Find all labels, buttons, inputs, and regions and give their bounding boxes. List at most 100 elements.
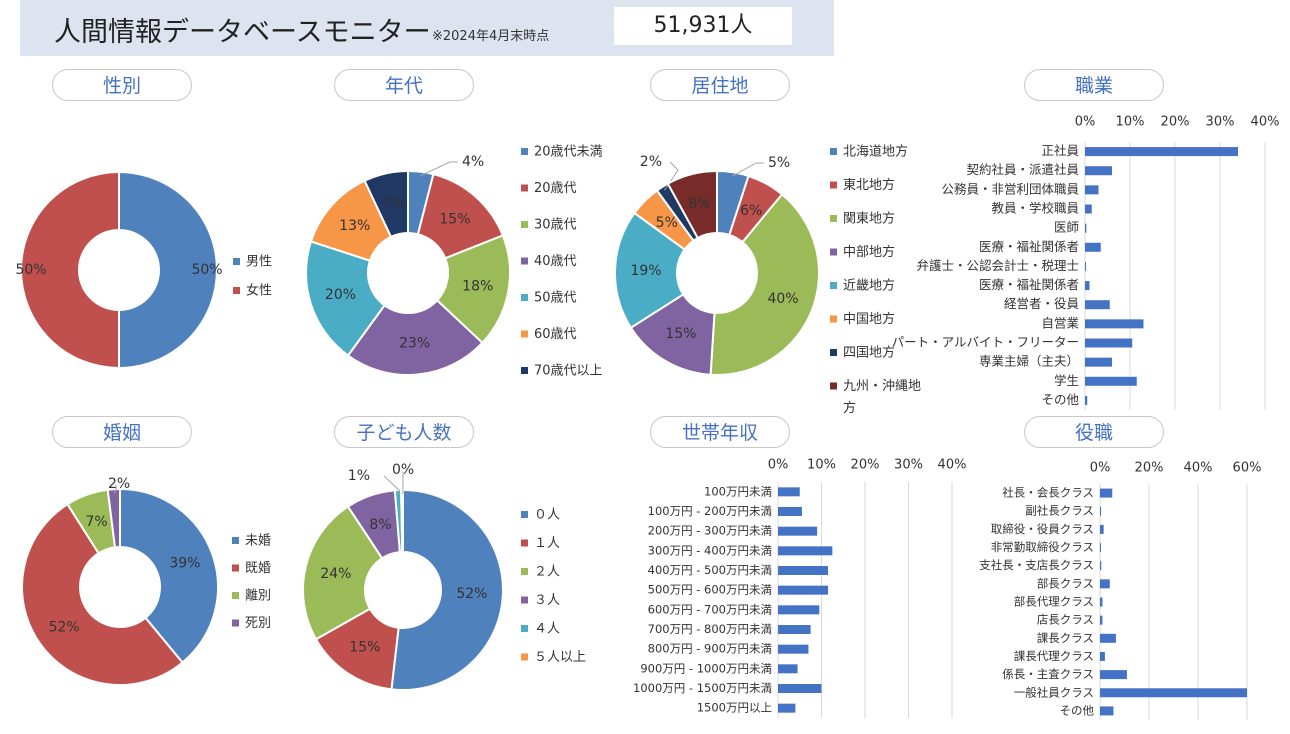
- bar: [1085, 338, 1133, 348]
- legend-swatch: [521, 367, 528, 374]
- tick-label: 30%: [1206, 115, 1235, 130]
- bar: [1085, 261, 1086, 271]
- tick-label: 60%: [1233, 461, 1262, 476]
- slice-label: 52%: [456, 586, 487, 602]
- legend-swatch: [830, 181, 837, 189]
- legend-label: 離別: [245, 589, 271, 604]
- slice-label: 52%: [49, 620, 80, 636]
- bar: [1085, 223, 1087, 233]
- title-income: 世帯年収: [650, 416, 790, 448]
- pie-slice: [363, 169, 409, 239]
- tick-label: 0%: [1090, 461, 1111, 476]
- slice-label: 15%: [349, 639, 380, 655]
- title-gender: 性別: [52, 69, 192, 101]
- bar: [1100, 488, 1113, 498]
- leader-line: [420, 161, 458, 177]
- legend-swatch: [830, 215, 837, 222]
- bar: [1085, 319, 1144, 329]
- bar: [1085, 281, 1090, 291]
- legend-swatch: [830, 248, 837, 256]
- tick-label: 40%: [938, 458, 967, 473]
- category-label: 支社長・支店長クラス: [979, 558, 1094, 572]
- slice-label: 19%: [630, 263, 661, 279]
- pie-slice: [390, 488, 504, 691]
- tick-label: 20%: [1135, 461, 1164, 476]
- slice-label: 4%: [462, 154, 484, 170]
- bar: [778, 507, 802, 516]
- bar: [778, 664, 798, 674]
- category-label: 医療・福祉関係者: [979, 239, 1079, 254]
- category-label: 500万円 - 600万円未満: [648, 583, 772, 597]
- category-label: その他: [1060, 703, 1095, 717]
- slice-label: 13%: [339, 218, 370, 234]
- category-label: 課長クラス: [1037, 631, 1094, 645]
- tick-label: 30%: [894, 458, 923, 473]
- bar: [1100, 670, 1127, 680]
- legend-label: ２人: [534, 565, 560, 580]
- legend-swatch: [232, 564, 239, 572]
- bar: [1100, 615, 1103, 625]
- category-label: 課長代理クラス: [1014, 649, 1094, 663]
- bar: [1100, 561, 1102, 571]
- legend-swatch: [830, 148, 837, 155]
- total-count: 51,931人: [614, 7, 792, 45]
- category-label: 900万円 - 1000万円未満: [640, 661, 772, 675]
- legend-label: 東北地方: [843, 177, 895, 193]
- pie-slice: [400, 488, 404, 554]
- slice-label: 50%: [191, 262, 222, 278]
- legend-swatch: [521, 596, 528, 604]
- legend-swatch: [232, 592, 239, 599]
- legend-label: ５人以上: [534, 650, 586, 665]
- legend-label: 50歳代: [534, 291, 577, 306]
- category-label: 店長クラス: [1037, 613, 1094, 627]
- bar: [1100, 597, 1103, 607]
- tick-label: 20%: [1161, 115, 1190, 130]
- category-label: その他: [1041, 392, 1079, 407]
- slice-label: 7%: [381, 196, 403, 212]
- bar: [1085, 300, 1110, 310]
- category-label: 100万円 - 200万円未満: [648, 504, 772, 518]
- category-label: 300万円 - 400万円未満: [648, 543, 772, 557]
- legend-label: 70歳代以上: [534, 364, 603, 379]
- bar: [1100, 706, 1114, 716]
- legend-swatch: [830, 382, 837, 390]
- legend-swatch: [521, 330, 528, 338]
- legend-swatch: [233, 258, 240, 265]
- category-label: 自営業: [1041, 315, 1079, 330]
- legend-label: 60歳代: [534, 327, 577, 342]
- slice-label: 8%: [369, 517, 391, 533]
- legend-swatch: [521, 568, 528, 575]
- slice-label: 1%: [348, 468, 370, 484]
- bar: [1100, 579, 1110, 589]
- bar: [778, 585, 829, 595]
- tick-label: 0%: [1075, 115, 1096, 130]
- slice-label: 8%: [688, 196, 710, 212]
- legend-swatch: [521, 511, 528, 518]
- tick-label: 20%: [851, 458, 880, 473]
- bar: [1085, 376, 1137, 386]
- title-position: 役職: [1024, 416, 1164, 448]
- bar: [1100, 506, 1101, 516]
- legend-label: １人: [534, 536, 560, 551]
- bar: [1100, 651, 1105, 661]
- pie-slice: [709, 192, 820, 376]
- pie-slice: [302, 505, 384, 641]
- pie-slice: [305, 240, 386, 357]
- legend-swatch: [521, 539, 528, 547]
- category-label: 1000万円 - 1500万円未満: [633, 681, 772, 695]
- legend-label: 中国地方: [843, 311, 895, 327]
- category-label: 学生: [1054, 373, 1079, 388]
- slice-label: 5%: [768, 155, 790, 171]
- legend-swatch: [521, 294, 528, 301]
- legend-label: 20歳代未満: [534, 145, 603, 160]
- pie-slice: [20, 170, 120, 370]
- bar: [1100, 524, 1104, 534]
- page-title: 人間情報データベースモニター: [54, 17, 431, 48]
- legend-label: 未婚: [245, 534, 271, 549]
- slice-label: 23%: [399, 336, 430, 352]
- legend-swatch: [830, 349, 837, 356]
- legend-swatch: [521, 257, 528, 265]
- pie-slice: [314, 607, 400, 691]
- pie-slice: [119, 487, 219, 664]
